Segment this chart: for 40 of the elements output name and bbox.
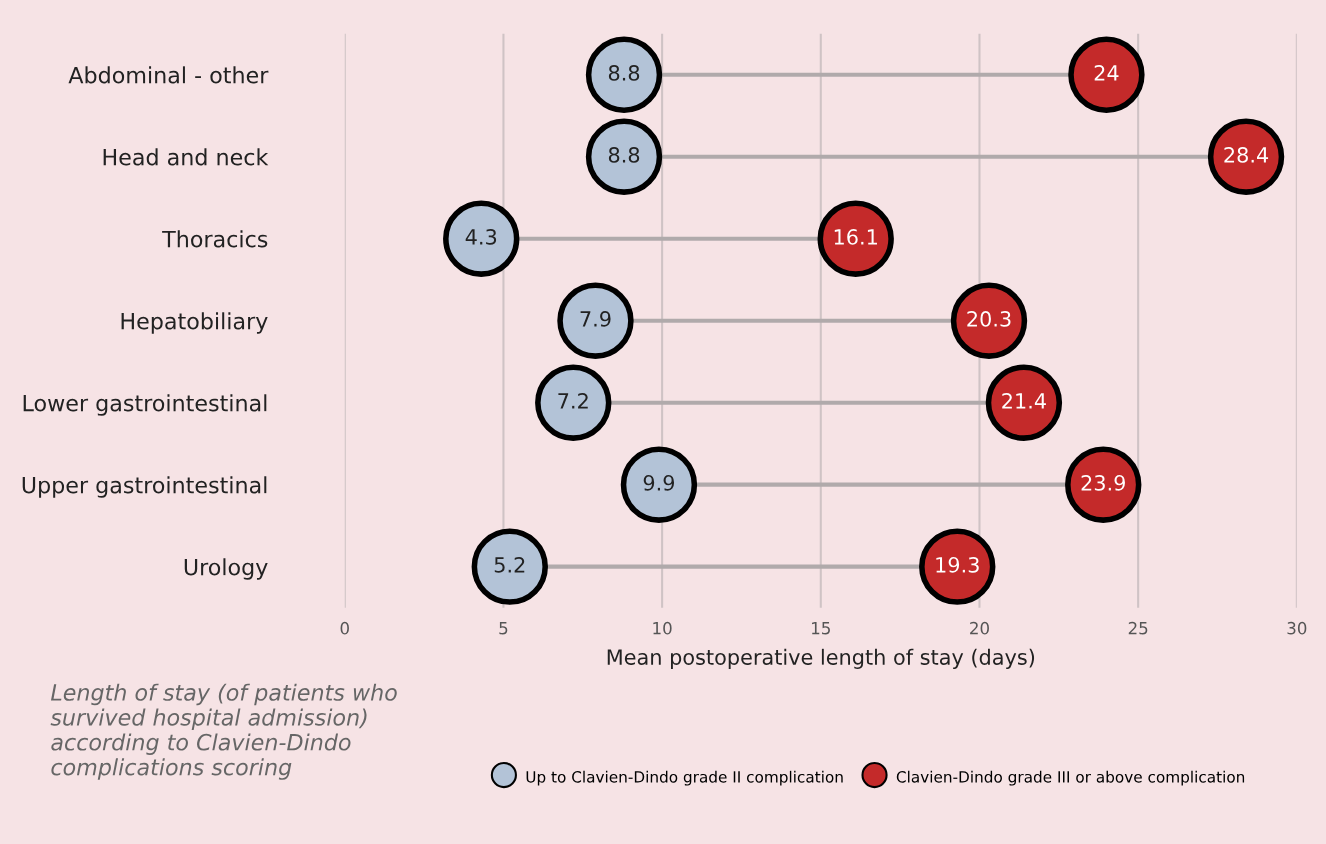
x-tick-label: 10 [653,621,672,635]
point [443,200,520,277]
y-tick-label: Hepatobiliary [121,312,268,334]
point [471,528,548,605]
data-label: 4.3 [465,229,497,245]
x-tick-label: 25 [1128,621,1148,635]
y-tick-label: Thoracics [162,230,268,248]
point [620,446,698,523]
y-tick-label: Abdominal - other [68,66,269,84]
data-label: 20.3 [967,311,1011,327]
x-tick-label: 20 [970,621,989,635]
data-label: 5.2 [494,556,525,573]
legend-label: Up to Clavien-Dindo grade II complication [526,770,843,786]
data-label: 9.9 [643,474,675,491]
data-label: 28.4 [1224,147,1269,163]
data-label: 8.8 [608,65,640,81]
y-tick-label: Urology [184,558,268,580]
data-label: 23.9 [1081,474,1125,491]
legend-label: Clavien-Dindo grade III or above complication [896,770,1245,786]
y-tick-label: Head and neck [103,148,269,166]
x-tick-label: 30 [1287,621,1307,635]
point [557,282,634,359]
x-tick-label: 5 [499,622,508,635]
data-label: 24 [1094,65,1119,81]
y-tick-label: Lower gastrointestinal [23,394,267,416]
data-label: 16.1 [834,229,877,245]
data-label: 7.2 [558,393,588,409]
y-tick-label: Upper gastrointestinal [22,476,267,498]
x-tick-label: 15 [812,622,830,635]
text: Length of stay (of patients who survived hospital admission) according to Clavien-Dindo complications scoring [50,683,397,780]
x-axis-title: Mean postoperative length of stay (days) [607,648,1035,669]
point [1068,36,1145,113]
data-label: 21.4 [1002,393,1046,409]
data-label: 8.8 [608,147,640,163]
point [585,36,663,113]
point [535,364,612,441]
point [585,118,663,195]
data-label: 19.3 [936,556,979,573]
data-label: 7.9 [580,311,611,327]
x-tick-label: 0 [340,621,349,635]
